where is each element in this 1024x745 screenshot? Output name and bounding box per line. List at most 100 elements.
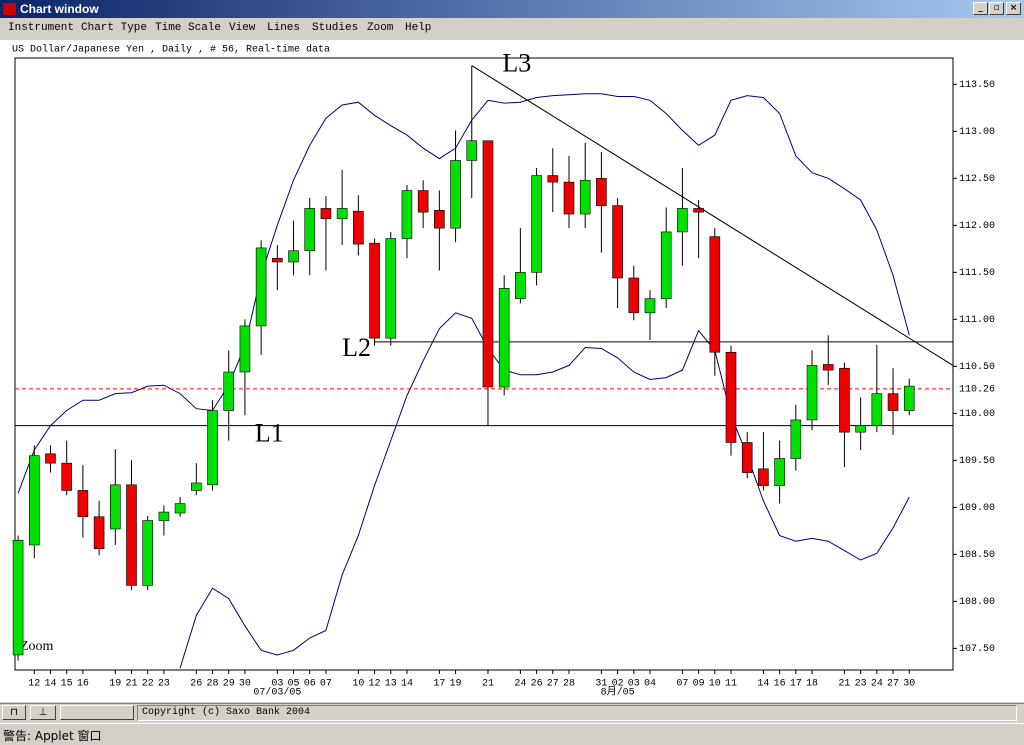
candle-body xyxy=(855,425,866,433)
tool-button[interactable]: ⊓ xyxy=(2,705,26,720)
x-tick-label: 14 xyxy=(44,679,56,690)
candle-body xyxy=(482,140,494,388)
candle-body xyxy=(142,520,154,586)
x-tick-label: 23 xyxy=(158,679,170,690)
candle-body xyxy=(677,208,688,233)
x-tick-label: 30 xyxy=(903,679,915,690)
x-tick-label: 24 xyxy=(514,679,526,690)
candle-body xyxy=(61,462,72,491)
candle-body xyxy=(612,205,623,279)
chart-area: US Dollar/Japanese Yen , Daily , # 56, R… xyxy=(0,40,1024,702)
x-tick-label: 31 xyxy=(595,679,607,690)
x-tick-label: 12 xyxy=(28,679,40,690)
x-tick-label: 10 xyxy=(709,679,721,690)
x-tick-label: 04 xyxy=(644,679,656,690)
x-tick-label: 28 xyxy=(563,679,575,690)
y-tick-label: 112.50 xyxy=(959,174,995,185)
x-tick-label: 27 xyxy=(887,679,899,690)
status-bar: ⊓ ⊥ Copyright (c) Saxo Bank 2004 xyxy=(0,703,1024,723)
zoom-label[interactable]: Zoom xyxy=(20,639,54,654)
candle-body xyxy=(563,181,575,215)
menu-item[interactable]: Chart Type xyxy=(81,22,148,34)
menu-bar: Instrument Chart Type Time Scale View Li… xyxy=(0,18,1024,40)
candle-body xyxy=(28,455,40,546)
x-tick-label: 27 xyxy=(547,679,559,690)
candle-body xyxy=(336,208,348,220)
y-tick-label: 109.50 xyxy=(959,456,995,467)
candle-body xyxy=(693,208,704,213)
x-tick-label: 05 xyxy=(288,679,300,690)
x-tick-label: 22 xyxy=(142,679,154,690)
candle-body xyxy=(417,190,429,213)
x-tick-label: 23 xyxy=(855,679,867,690)
x-tick-label: 16 xyxy=(774,679,786,690)
x-tick-label: 03 xyxy=(271,679,283,690)
x-tick-label: 07 xyxy=(320,679,332,690)
candle-body xyxy=(498,288,510,388)
close-button[interactable]: × xyxy=(1006,2,1021,15)
maximize-button[interactable]: ▫ xyxy=(989,2,1004,15)
candle-body xyxy=(822,364,834,371)
candle-body xyxy=(839,367,850,433)
x-tick-label: 12 xyxy=(369,679,381,690)
x-period-label: 07/03/05 xyxy=(253,687,301,699)
menu-item[interactable]: Instrument xyxy=(8,22,75,34)
candle-body xyxy=(93,516,105,550)
candle-body xyxy=(903,385,915,411)
candle-body xyxy=(547,175,559,183)
y-tick-label: 108.50 xyxy=(959,550,995,561)
menu-item[interactable]: Lines xyxy=(267,22,301,34)
x-tick-label: 26 xyxy=(531,679,543,690)
y-tick-label: 110.00 xyxy=(959,409,995,420)
y-tick-label: 109.00 xyxy=(959,503,995,514)
tool-button[interactable]: ⊥ xyxy=(30,705,56,720)
candle-body xyxy=(320,208,332,220)
menu-item[interactable]: Zoom xyxy=(367,22,394,34)
candle-body xyxy=(288,250,299,263)
candle-body xyxy=(207,410,218,486)
x-tick-label: 28 xyxy=(207,679,219,690)
candle-body xyxy=(434,209,445,229)
candle-body xyxy=(596,178,607,206)
candle-body xyxy=(774,458,785,487)
candle-body xyxy=(304,208,316,252)
x-tick-label: 06 xyxy=(304,679,316,690)
candle-body xyxy=(158,511,170,521)
x-tick-label: 19 xyxy=(450,679,462,690)
line-label: L2 xyxy=(342,333,371,362)
menu-item[interactable]: Studies xyxy=(312,22,359,34)
minimize-button[interactable]: _ xyxy=(973,2,988,15)
x-tick-label: 24 xyxy=(871,679,883,690)
title-bar: Chart window _ ▫ × xyxy=(0,0,1024,18)
candle-body xyxy=(871,393,883,426)
x-tick-label: 30 xyxy=(239,679,251,690)
tool-button[interactable] xyxy=(60,705,134,720)
y-tick-label: 112.00 xyxy=(959,221,995,232)
candle-body xyxy=(758,468,769,487)
y-tick-label: 108.00 xyxy=(959,597,995,608)
x-tick-label: 19 xyxy=(109,679,121,690)
candle-body xyxy=(191,482,202,491)
candle-body xyxy=(531,175,542,273)
x-tick-label: 21 xyxy=(838,679,850,690)
menu-item[interactable]: Help xyxy=(405,22,432,34)
candle-body xyxy=(628,277,640,314)
chart-title: US Dollar/Japanese Yen , Daily , # 56, R… xyxy=(12,44,330,56)
y-tick-label: 113.50 xyxy=(959,80,995,91)
x-tick-label: 21 xyxy=(125,679,137,690)
menu-item[interactable]: Time Scale xyxy=(155,22,222,34)
candle-body xyxy=(709,236,721,353)
x-tick-label: 09 xyxy=(693,679,705,690)
candle-body xyxy=(790,419,802,459)
candle-body xyxy=(466,140,478,161)
candle-body xyxy=(239,325,251,373)
menu-item[interactable]: View xyxy=(229,22,256,34)
x-tick-label: 03 xyxy=(628,679,640,690)
x-tick-label: 26 xyxy=(190,679,202,690)
x-tick-label: 15 xyxy=(61,679,73,690)
candle-body xyxy=(77,490,89,518)
candle-body xyxy=(126,484,137,586)
candle-body xyxy=(272,257,283,263)
y-tick-label: 113.00 xyxy=(959,127,995,138)
